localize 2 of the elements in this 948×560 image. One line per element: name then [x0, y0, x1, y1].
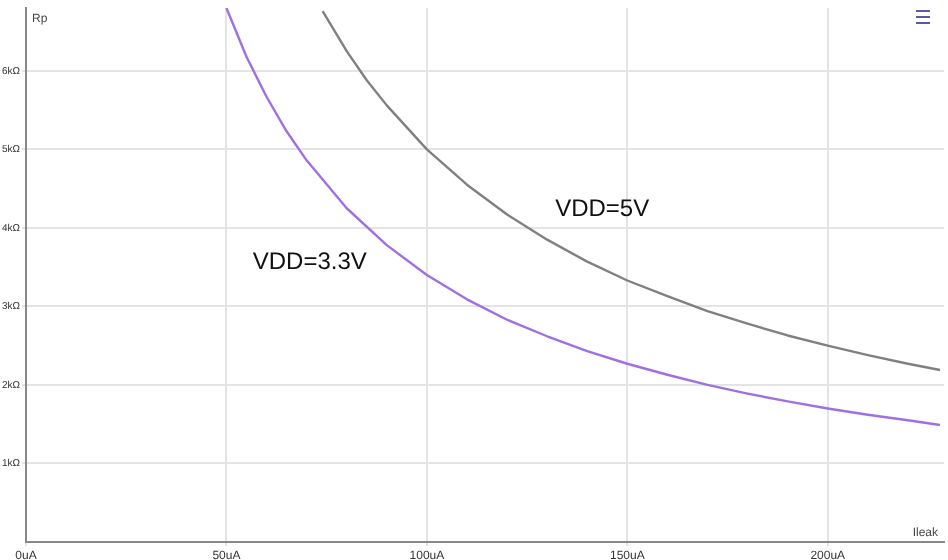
series-label: VDD=5V	[555, 193, 650, 222]
series-label: VDD=3.3V	[252, 247, 367, 276]
